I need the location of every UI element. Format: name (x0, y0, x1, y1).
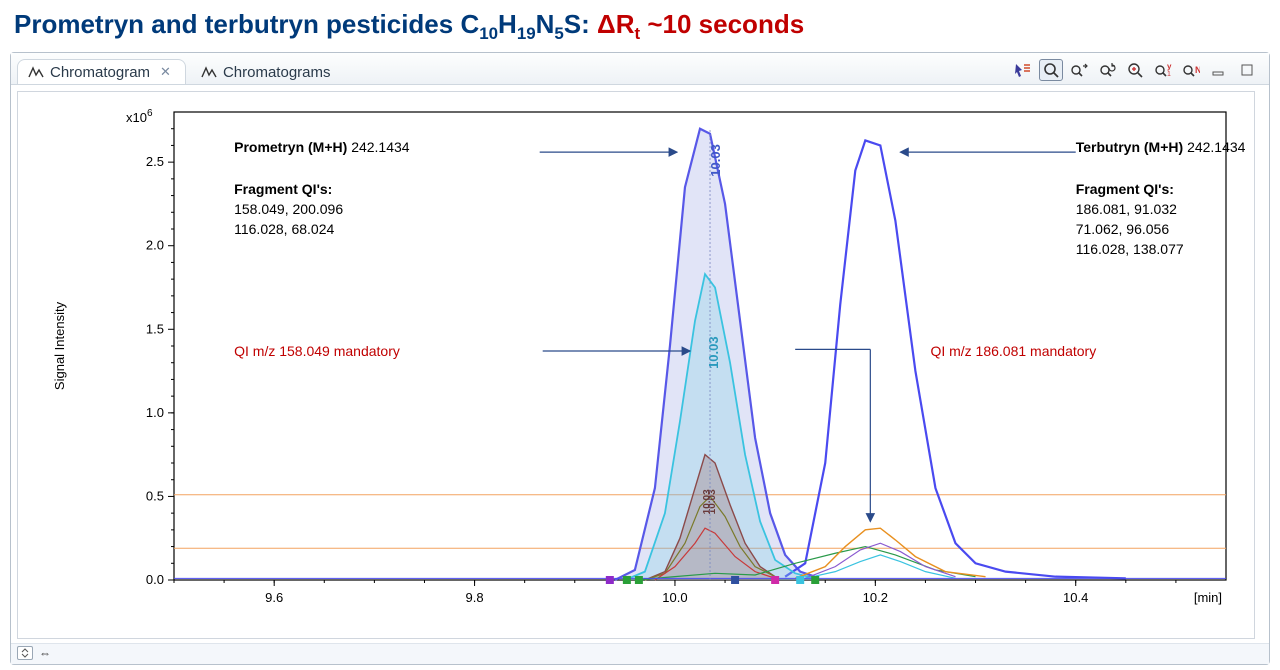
svg-text:QI m/z 158.049 mandatory: QI m/z 158.049 mandatory (234, 343, 400, 359)
minimize-icon[interactable] (1207, 59, 1231, 81)
svg-text:158.049, 200.096: 158.049, 200.096 (234, 201, 343, 217)
peak-icon (28, 65, 44, 79)
chromatogram-panel: Chromatogram ✕ Chromatograms y1 N 0.0 0.5… (10, 52, 1270, 665)
svg-text:186.081, 91.032: 186.081, 91.032 (1076, 201, 1177, 217)
svg-text:[min]: [min] (1194, 590, 1222, 605)
toolbar: y1 N (1011, 59, 1263, 81)
svg-text:10.03: 10.03 (702, 489, 713, 514)
title-delta: ΔRt ~10 seconds (597, 9, 804, 39)
svg-text:Terbutryn (M+H) 242.1434: Terbutryn (M+H) 242.1434 (1076, 139, 1246, 155)
zoom-horiz-icon[interactable] (1067, 59, 1091, 81)
tab-chromatograms[interactable]: Chromatograms (190, 59, 346, 84)
tab-chromatogram[interactable]: Chromatogram ✕ (17, 59, 186, 84)
svg-text:2.5: 2.5 (146, 154, 164, 169)
zoom-in-icon[interactable] (1123, 59, 1147, 81)
footer-resize-icon[interactable]: ⇔ (39, 646, 51, 660)
svg-text:0.5: 0.5 (146, 489, 164, 504)
close-icon[interactable]: ✕ (160, 64, 171, 80)
zoom-reset-icon[interactable] (1095, 59, 1119, 81)
svg-text:10.2: 10.2 (863, 590, 888, 605)
tab-label: Chromatograms (223, 64, 331, 81)
svg-text:1.5: 1.5 (146, 321, 164, 336)
svg-text:0.0: 0.0 (146, 572, 164, 587)
tab-bar: Chromatogram ✕ Chromatograms y1 N (11, 53, 1269, 85)
svg-text:QI m/z 186.081 mandatory: QI m/z 186.081 mandatory (930, 343, 1096, 359)
zoom-box-icon[interactable] (1039, 59, 1063, 81)
svg-text:x106: x106 (126, 108, 153, 125)
svg-text:71.062, 96.056: 71.062, 96.056 (1076, 221, 1170, 237)
zoom-y-icon[interactable]: y1 (1151, 59, 1175, 81)
svg-text:Signal Intensity: Signal Intensity (52, 302, 67, 391)
svg-text:10.4: 10.4 (1063, 590, 1088, 605)
svg-text:Fragment QI's:: Fragment QI's: (234, 181, 332, 197)
svg-text:10.0: 10.0 (662, 590, 687, 605)
svg-text:N: N (1195, 65, 1200, 75)
svg-text:9.6: 9.6 (265, 590, 283, 605)
maximize-icon[interactable] (1235, 59, 1259, 81)
svg-text:Prometryn (M+H) 242.1434: Prometryn (M+H) 242.1434 (234, 139, 410, 155)
page-title: Prometryn and terbutryn pesticides C10H1… (14, 9, 1270, 44)
peak-icon (201, 65, 217, 79)
svg-text:2.0: 2.0 (146, 238, 164, 253)
zoom-n-icon[interactable]: N (1179, 59, 1203, 81)
chromatogram-chart[interactable]: 0.0 0.5 1.0 1.5 2.0 2.5 9.6 9.8 10.0 10.2 10.4 [min… (17, 91, 1255, 639)
svg-text:Fragment QI's:: Fragment QI's: (1076, 181, 1174, 197)
footer-updown-icon[interactable] (17, 646, 33, 660)
chart-area: 0.0 0.5 1.0 1.5 2.0 2.5 9.6 9.8 10.0 10.2 10.4 [min… (11, 85, 1269, 643)
panel-footer: ⇔ (11, 643, 1269, 664)
pick-tool-icon[interactable] (1011, 59, 1035, 81)
svg-text:y: y (1167, 62, 1172, 71)
svg-text:10.03: 10.03 (706, 337, 721, 370)
title-prefix: Prometryn and terbutryn pesticides (14, 9, 460, 39)
svg-text:116.028, 68.024: 116.028, 68.024 (234, 221, 334, 237)
svg-text:1.0: 1.0 (146, 405, 164, 420)
title-formula: C10H19N5S (460, 9, 581, 39)
svg-text:116.028, 138.077: 116.028, 138.077 (1076, 241, 1184, 257)
svg-text:9.8: 9.8 (466, 590, 484, 605)
tab-label: Chromatogram (50, 64, 150, 81)
svg-text:1: 1 (1167, 71, 1171, 78)
